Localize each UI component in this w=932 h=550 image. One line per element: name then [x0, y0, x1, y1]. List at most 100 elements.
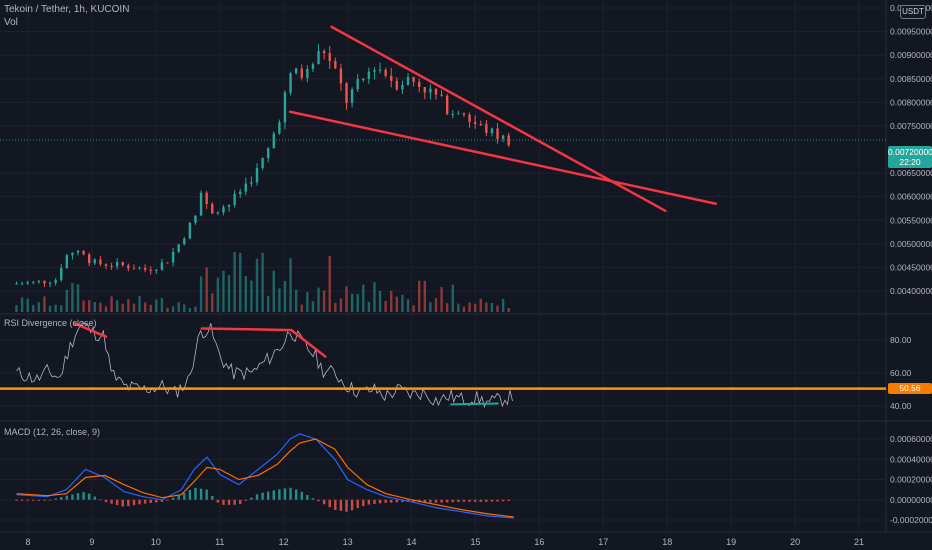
rsi-div2-line[interactable] [200, 327, 327, 358]
candle-body[interactable] [266, 148, 270, 158]
candle-body[interactable] [211, 203, 214, 214]
candle-body[interactable] [255, 168, 259, 183]
candle-body[interactable] [261, 157, 264, 169]
candle-body[interactable] [227, 204, 231, 207]
candle-body[interactable] [283, 92, 287, 123]
candle-body[interactable] [311, 64, 315, 69]
candle-body[interactable] [462, 113, 466, 115]
candle-body[interactable] [43, 280, 46, 284]
candle-body[interactable] [317, 51, 320, 65]
candle-body[interactable] [205, 192, 208, 204]
rsi-line[interactable] [16, 322, 513, 409]
candle-body[interactable] [37, 280, 41, 282]
candle-body[interactable] [289, 73, 292, 93]
candle-body[interactable] [339, 68, 343, 84]
rsi-support-line[interactable] [450, 402, 499, 406]
candle-body[interactable] [171, 251, 175, 263]
candle-body[interactable] [479, 123, 482, 125]
candle-body[interactable] [177, 244, 180, 252]
candle-body[interactable] [222, 206, 225, 213]
candle-body[interactable] [244, 183, 248, 192]
signal-line[interactable] [16, 438, 514, 518]
rsi-div1-line[interactable] [73, 322, 108, 338]
candle-body[interactable] [418, 81, 421, 88]
candle-body[interactable] [76, 250, 80, 253]
candle-body[interactable] [278, 122, 281, 134]
rsi-pane[interactable] [0, 322, 886, 409]
candle-body[interactable] [468, 114, 471, 122]
candle-body[interactable] [155, 269, 158, 271]
candle-body[interactable] [390, 75, 393, 81]
candle-body[interactable] [373, 70, 376, 72]
candle-body[interactable] [496, 128, 499, 139]
candle-body[interactable] [99, 259, 102, 265]
candle-body[interactable] [440, 94, 443, 96]
candle-body[interactable] [104, 264, 108, 267]
candle-body[interactable] [294, 68, 298, 74]
candle-body[interactable] [82, 250, 85, 255]
candle-body[interactable] [395, 80, 399, 90]
candle-body[interactable] [132, 268, 136, 270]
candle-body[interactable] [160, 262, 164, 270]
candle-body[interactable] [233, 193, 236, 205]
candle-body[interactable] [445, 95, 449, 115]
candle-body[interactable] [194, 215, 197, 223]
candle-body[interactable] [429, 88, 432, 93]
candle-body[interactable] [356, 78, 359, 90]
candle-body[interactable] [250, 182, 253, 184]
candle-body[interactable] [88, 254, 91, 264]
candle-body[interactable] [71, 252, 74, 256]
candle-body[interactable] [121, 261, 124, 266]
candle-body[interactable] [183, 238, 186, 245]
currency-badge[interactable]: USDT [900, 5, 926, 19]
candle-body[interactable] [328, 53, 331, 62]
candle-body[interactable] [473, 121, 477, 124]
candle-body[interactable] [149, 269, 152, 271]
candle-body[interactable] [54, 280, 57, 283]
candle-body[interactable] [20, 283, 24, 285]
candle-body[interactable] [272, 133, 275, 149]
price-axis[interactable]: 0.010000000.009500000.009000000.00850000… [890, 3, 932, 525]
candle-body[interactable] [350, 89, 354, 103]
candle-body[interactable] [501, 135, 505, 139]
candle-body[interactable] [507, 135, 510, 146]
candle-body[interactable] [384, 69, 387, 76]
candle-body[interactable] [485, 124, 488, 134]
candle-body[interactable] [367, 71, 371, 79]
candle-body[interactable] [48, 282, 52, 284]
candle-body[interactable] [322, 51, 326, 54]
macd-line[interactable] [16, 433, 514, 519]
candle-body[interactable] [412, 76, 415, 82]
candle-body[interactable] [378, 69, 382, 71]
candle-body[interactable] [345, 83, 348, 103]
candle-body[interactable] [60, 268, 63, 281]
candle-body[interactable] [334, 61, 337, 69]
candle-body[interactable] [143, 268, 147, 270]
candle-body[interactable] [401, 84, 404, 90]
candle-body[interactable] [451, 113, 454, 115]
candle-body[interactable] [15, 283, 18, 285]
candle-body[interactable] [216, 212, 220, 214]
candle-body[interactable] [300, 68, 303, 78]
candle-body[interactable] [138, 268, 141, 270]
candle-body[interactable] [457, 113, 460, 115]
candle-body[interactable] [115, 261, 119, 267]
macd-pane[interactable] [15, 433, 514, 519]
candle-body[interactable] [423, 87, 427, 93]
candle-body[interactable] [110, 266, 113, 268]
candle-body[interactable] [26, 282, 29, 284]
candle-body[interactable] [434, 88, 438, 95]
candle-body[interactable] [65, 255, 69, 269]
candle-body[interactable] [188, 222, 192, 239]
price-pane[interactable] [15, 25, 718, 288]
candle-body[interactable] [127, 265, 130, 269]
candle-body[interactable] [32, 281, 35, 283]
time-axis[interactable]: 8 9 10 11 12 13 14 15 16 17 18 19 20 21 [25, 537, 864, 547]
candle-body[interactable] [306, 68, 309, 78]
candle-body[interactable] [166, 262, 169, 264]
candle-body[interactable] [362, 78, 365, 80]
candle-body[interactable] [93, 259, 96, 264]
candle-body[interactable] [199, 192, 203, 216]
candle-body[interactable] [239, 191, 242, 194]
